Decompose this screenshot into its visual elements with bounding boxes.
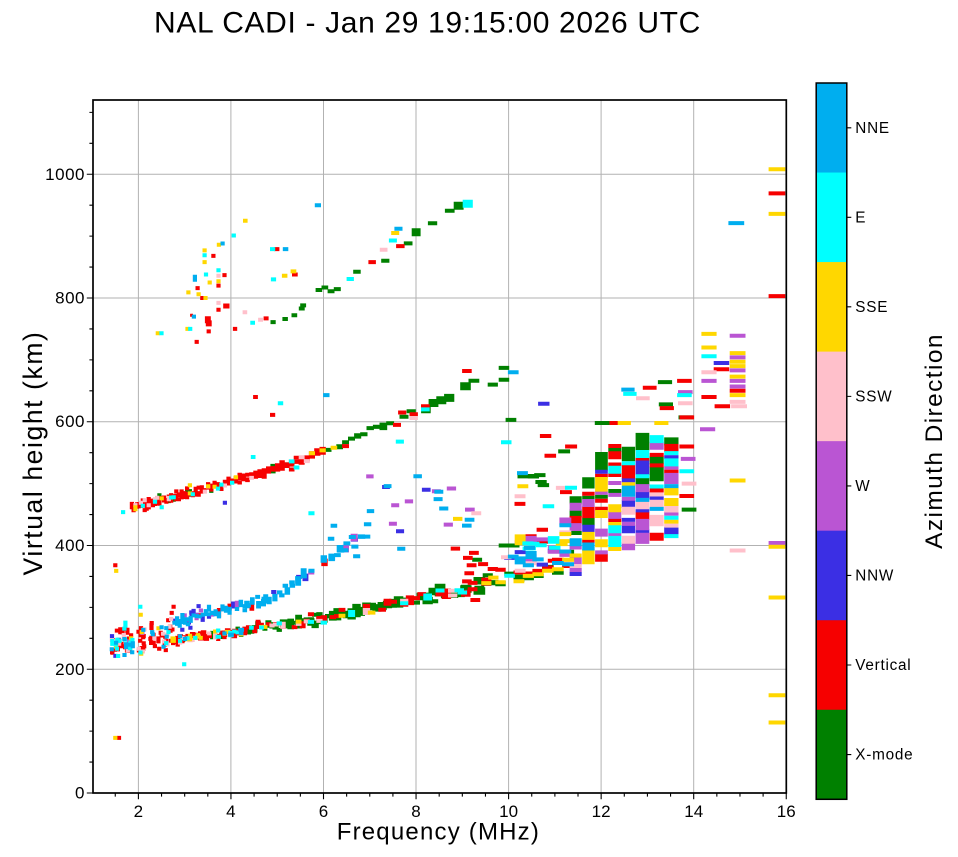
svg-text:Virtual height (km): Virtual height (km): [18, 331, 48, 576]
svg-text:200: 200: [55, 660, 85, 679]
svg-text:12: 12: [592, 802, 611, 821]
svg-text:600: 600: [55, 412, 85, 431]
svg-text:SSW: SSW: [855, 388, 892, 405]
svg-text:Azimuth Direction: Azimuth Direction: [921, 333, 948, 549]
svg-text:0: 0: [75, 784, 85, 803]
svg-text:16: 16: [777, 802, 796, 821]
svg-text:SSE: SSE: [855, 299, 888, 316]
svg-text:W: W: [855, 478, 870, 495]
svg-text:800: 800: [55, 289, 85, 308]
svg-text:400: 400: [55, 536, 85, 555]
svg-text:Vertical: Vertical: [855, 657, 911, 674]
svg-text:2: 2: [134, 802, 143, 821]
svg-text:NNW: NNW: [855, 568, 894, 585]
svg-text:6: 6: [319, 802, 328, 821]
svg-text:NNE: NNE: [855, 120, 890, 137]
svg-text:NAL CADI - Jan 29 19:15:00 202: NAL CADI - Jan 29 19:15:00 2026 UTC: [154, 7, 701, 40]
svg-text:1000: 1000: [45, 165, 85, 184]
svg-text:8: 8: [411, 802, 420, 821]
svg-text:X-mode: X-mode: [855, 747, 913, 764]
svg-text:14: 14: [684, 802, 703, 821]
svg-text:4: 4: [226, 802, 235, 821]
svg-text:10: 10: [499, 802, 518, 821]
svg-text:Frequency (MHz): Frequency (MHz): [337, 819, 540, 846]
svg-text:E: E: [855, 209, 866, 226]
